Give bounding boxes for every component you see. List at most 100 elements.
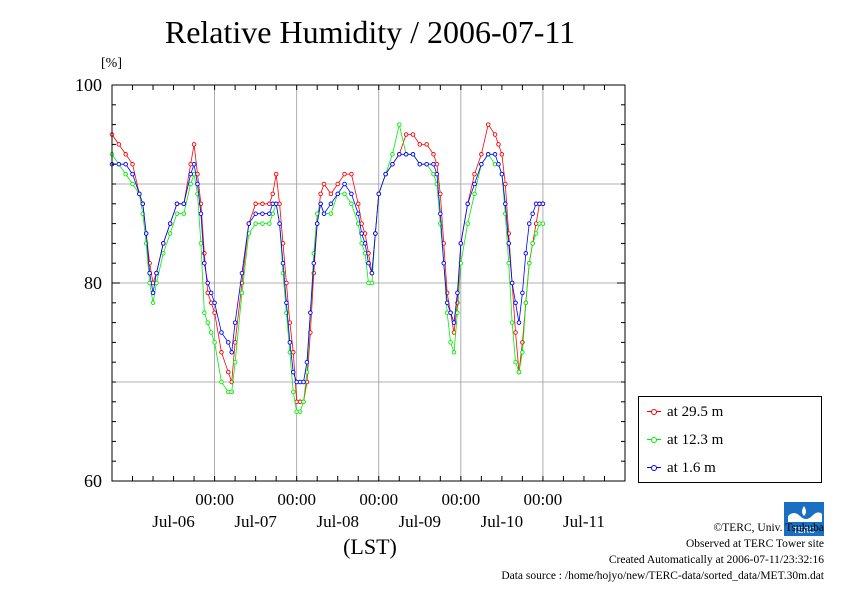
data-point [424,142,429,147]
data-point [219,379,224,385]
data-point [410,152,416,157]
data-point [208,330,214,335]
data-point [349,201,354,207]
data-point [116,161,122,167]
data-point [260,221,265,226]
observed-text: Observed at TERC Tower site [685,538,824,550]
data-point [434,171,440,177]
data-point [397,152,402,157]
x-tick-time-label: 00:00 [359,490,398,509]
data-point [267,211,272,216]
data-point [123,152,128,157]
data-point [438,221,443,226]
data-point [270,191,275,197]
logo-text: TERC [793,526,815,535]
data-point [369,280,375,286]
data-point [229,350,234,355]
data-point [123,161,128,167]
data-point [516,320,522,325]
data-point [205,280,211,286]
data-point [366,260,371,266]
data-point [390,152,395,157]
data-point [239,270,245,276]
data-point [304,359,310,365]
x-tick-day-label: Jul-07 [234,512,277,531]
data-point [359,231,364,236]
data-point [140,201,146,207]
data-point [335,181,340,187]
series-line [111,123,543,403]
data-point [472,191,477,197]
data-point [540,201,546,207]
data-point [533,231,539,236]
data-point [520,290,525,296]
data-point [417,142,423,147]
data-point [485,152,491,157]
data-point [472,181,477,187]
data-point [355,201,361,207]
data-point [314,221,320,226]
data-point [441,260,446,266]
data-point [349,191,354,197]
data-point [212,310,217,315]
data-point [191,142,197,147]
data-point [212,300,217,306]
y-tick-label: 60 [84,471,102,491]
data-point [202,251,207,256]
data-point [472,171,477,177]
data-point [499,171,505,177]
data-point [181,201,187,207]
series-line [111,124,543,413]
data-point [342,181,347,187]
data-point [277,221,282,226]
x-axis-unit: (LST) [343,534,397,559]
data-point [448,340,453,345]
y-tick-label: 80 [84,273,102,293]
data-point [503,181,508,187]
data-point [198,241,204,246]
data-point [479,152,484,157]
data-point [451,350,457,355]
data-point [431,161,436,167]
data-point [335,191,340,197]
data-point [417,161,423,167]
credits: ©TERC, Univ. Tsukuba Observed at TERC To… [501,520,824,584]
legend-marker-icon [647,435,661,445]
data-point [130,181,135,187]
data-point [383,171,388,177]
data-point [451,320,457,325]
x-tick-time-label: 00:00 [441,490,480,509]
x-tick-day-label: Jul-11 [563,512,605,531]
data-point [513,330,518,335]
data-point [202,310,207,315]
data-point [485,122,491,127]
legend-marker-icon [647,407,661,417]
series-layer [109,122,546,414]
legend-label: at 29.5 m [667,403,724,420]
data-point [513,359,518,365]
x-tick-time-label: 00:00 [195,490,234,509]
data-point [301,399,306,405]
y-axis-unit: [%] [101,56,122,71]
data-point [174,201,180,207]
x-tick-day-label: Jul-08 [316,512,359,531]
legend-label: at 12.3 m [667,431,724,448]
data-point [496,142,501,147]
data-point [212,340,217,345]
data-point [229,389,234,395]
data-point [397,122,402,127]
data-point [342,171,347,177]
data-point [444,300,450,306]
data-point [297,409,303,414]
data-point [448,310,453,315]
data-point [123,171,128,177]
chart-title: Relative Humidity / 2006-07-11 [164,14,576,50]
legend: at 29.5 m at 12.3 m at 1.6 m [638,396,822,483]
data-point [198,211,204,216]
data-point [143,231,149,236]
legend-item-12-3m: at 12.3 m [647,429,723,451]
data-point [526,260,532,266]
data-point [154,270,159,276]
